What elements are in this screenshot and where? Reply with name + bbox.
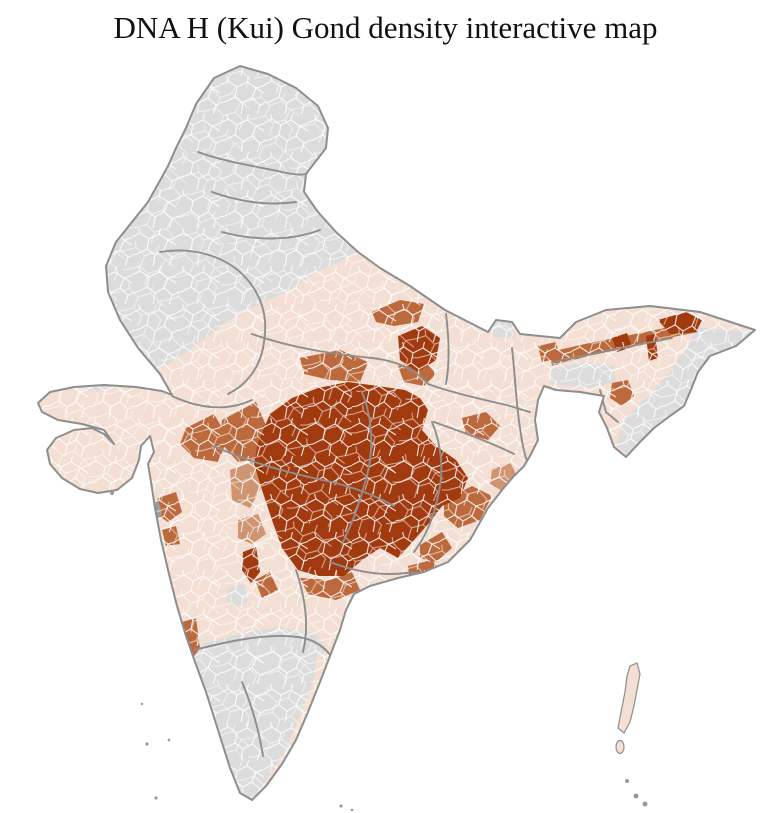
india-outline bbox=[37, 65, 756, 801]
region-minor-islands[interactable] bbox=[140, 702, 354, 812]
district-boundaries-mesh-2 bbox=[38, 66, 755, 800]
region-little-andaman[interactable] bbox=[615, 739, 625, 755]
region-diu[interactable] bbox=[110, 491, 114, 495]
map-title: DNA H (Kui) Gond density interactive map bbox=[113, 10, 658, 45]
region-nicobar-islands[interactable] bbox=[625, 779, 648, 807]
region-andaman-islands[interactable] bbox=[617, 662, 641, 734]
region-sundarbans[interactable] bbox=[533, 455, 553, 479]
